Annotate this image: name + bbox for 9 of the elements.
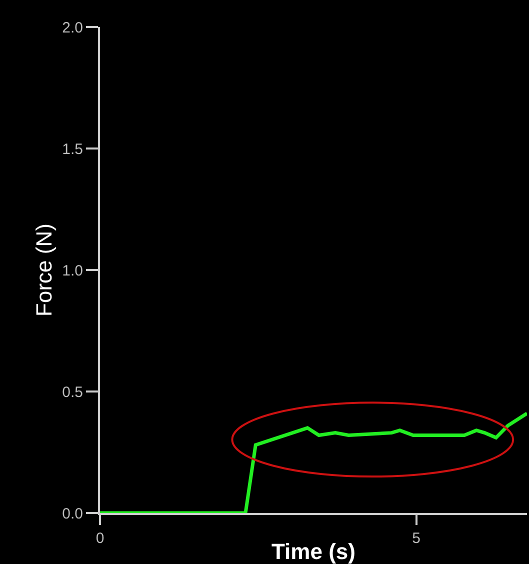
y-tick-label: 1.5 — [62, 140, 83, 158]
x-tick-label: 0 — [96, 530, 104, 547]
y-tick-label: 2.0 — [62, 19, 83, 36]
y-tick-label: 0.0 — [62, 505, 83, 522]
y-tick-label: 1.0 — [62, 262, 83, 280]
y-tick-label: 0.5 — [62, 384, 83, 401]
x-tick-label: 5 — [412, 530, 420, 547]
y-axis-title: Force (N) — [31, 224, 56, 316]
x-axis-title: Time (s) — [272, 539, 356, 564]
